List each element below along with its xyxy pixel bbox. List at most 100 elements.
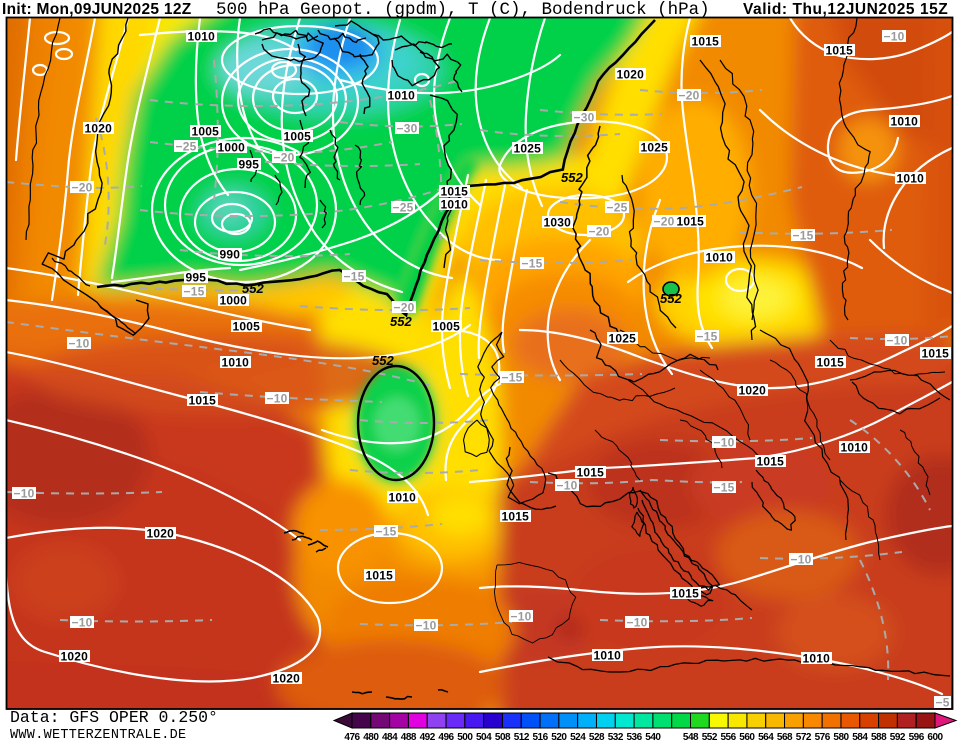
svg-text:1015: 1015 <box>672 587 700 601</box>
svg-text:1015: 1015 <box>817 356 845 370</box>
svg-text:1005: 1005 <box>433 320 461 334</box>
svg-text:552: 552 <box>660 291 682 306</box>
svg-text:592: 592 <box>890 732 906 741</box>
svg-text:600: 600 <box>927 732 943 741</box>
svg-text:1025: 1025 <box>641 141 669 155</box>
svg-text:995: 995 <box>239 158 260 172</box>
svg-text:488: 488 <box>401 732 417 741</box>
svg-text:516: 516 <box>533 732 549 741</box>
svg-text:556: 556 <box>721 732 737 741</box>
svg-text:−20: −20 <box>72 181 93 195</box>
svg-text:990: 990 <box>220 248 241 262</box>
svg-text:584: 584 <box>852 732 868 741</box>
svg-text:−15: −15 <box>184 285 205 299</box>
svg-text:−10: −10 <box>72 616 93 630</box>
svg-text:−20: −20 <box>394 301 415 315</box>
svg-text:1000: 1000 <box>220 294 248 308</box>
svg-text:−10: −10 <box>627 616 648 630</box>
svg-text:536: 536 <box>627 732 643 741</box>
svg-text:WWW.WETTERZENTRALE.DE: WWW.WETTERZENTRALE.DE <box>10 728 186 741</box>
svg-text:564: 564 <box>758 732 774 741</box>
svg-text:−10: −10 <box>791 553 812 567</box>
svg-text:−20: −20 <box>654 215 675 229</box>
svg-text:−10: −10 <box>884 30 905 44</box>
svg-text:496: 496 <box>438 732 454 741</box>
svg-text:596: 596 <box>909 732 925 741</box>
svg-text:508: 508 <box>495 732 511 741</box>
svg-text:548: 548 <box>683 732 699 741</box>
svg-text:1015: 1015 <box>677 215 705 229</box>
svg-text:−10: −10 <box>714 436 735 450</box>
svg-text:1010: 1010 <box>594 649 622 663</box>
svg-text:1020: 1020 <box>61 650 89 664</box>
svg-text:1010: 1010 <box>222 356 250 370</box>
svg-text:1025: 1025 <box>609 332 637 346</box>
svg-text:480: 480 <box>363 732 379 741</box>
svg-text:1015: 1015 <box>189 394 217 408</box>
svg-text:1010: 1010 <box>441 198 469 212</box>
svg-text:−15: −15 <box>697 330 718 344</box>
svg-text:1005: 1005 <box>233 320 261 334</box>
svg-text:Data: GFS OPER 0.250°: Data: GFS OPER 0.250° <box>10 708 218 727</box>
svg-text:500 hPa Geopot. (gpdm), T (C),: 500 hPa Geopot. (gpdm), T (C), Bodendruc… <box>216 0 710 20</box>
svg-text:1010: 1010 <box>891 115 919 129</box>
svg-text:476: 476 <box>344 732 360 741</box>
svg-text:1010: 1010 <box>897 172 925 186</box>
svg-text:1015: 1015 <box>366 569 394 583</box>
svg-text:1030: 1030 <box>544 216 572 230</box>
svg-text:995: 995 <box>186 271 207 285</box>
svg-text:−10: −10 <box>267 392 288 406</box>
svg-text:1015: 1015 <box>826 44 854 58</box>
svg-text:576: 576 <box>815 732 831 741</box>
svg-text:520: 520 <box>551 732 567 741</box>
svg-text:552: 552 <box>561 170 583 185</box>
svg-text:−30: −30 <box>574 111 595 125</box>
svg-text:552: 552 <box>702 732 718 741</box>
svg-text:1010: 1010 <box>803 652 831 666</box>
svg-text:1020: 1020 <box>617 68 645 82</box>
svg-text:1015: 1015 <box>757 455 785 469</box>
svg-text:−10: −10 <box>557 479 578 493</box>
svg-text:−25: −25 <box>176 140 197 154</box>
svg-text:552: 552 <box>242 281 264 296</box>
svg-text:−10: −10 <box>416 619 437 633</box>
svg-text:552: 552 <box>390 314 412 329</box>
svg-text:568: 568 <box>777 732 793 741</box>
svg-text:500: 500 <box>457 732 473 741</box>
svg-text:Valid: Thu,12JUN2025 15Z: Valid: Thu,12JUN2025 15Z <box>743 1 948 18</box>
svg-text:−10: −10 <box>69 337 90 351</box>
svg-text:1005: 1005 <box>284 130 312 144</box>
svg-text:1010: 1010 <box>841 441 869 455</box>
svg-text:1000: 1000 <box>218 141 246 155</box>
svg-text:572: 572 <box>796 732 812 741</box>
svg-text:560: 560 <box>739 732 755 741</box>
svg-text:1015: 1015 <box>502 510 530 524</box>
svg-text:1010: 1010 <box>706 251 734 265</box>
svg-text:504: 504 <box>476 732 492 741</box>
svg-text:−25: −25 <box>607 201 628 215</box>
svg-text:1015: 1015 <box>441 185 469 199</box>
svg-text:528: 528 <box>589 732 605 741</box>
svg-text:−15: −15 <box>502 371 523 385</box>
svg-text:588: 588 <box>871 732 887 741</box>
svg-text:−15: −15 <box>344 270 365 284</box>
svg-text:1010: 1010 <box>389 491 417 505</box>
svg-text:532: 532 <box>608 732 624 741</box>
svg-text:524: 524 <box>570 732 586 741</box>
svg-text:−15: −15 <box>522 257 543 271</box>
svg-text:−25: −25 <box>393 201 414 215</box>
svg-text:Init: Mon,09JUN2025 12Z: Init: Mon,09JUN2025 12Z <box>2 1 192 18</box>
svg-text:−20: −20 <box>589 225 610 239</box>
svg-text:−20: −20 <box>679 89 700 103</box>
svg-text:1020: 1020 <box>273 672 301 686</box>
svg-text:−20: −20 <box>274 151 295 165</box>
svg-text:−10: −10 <box>887 334 908 348</box>
svg-text:1005: 1005 <box>192 125 220 139</box>
svg-text:1020: 1020 <box>739 384 767 398</box>
svg-text:1010: 1010 <box>188 30 216 44</box>
svg-text:−10: −10 <box>511 610 532 624</box>
svg-text:484: 484 <box>382 732 398 741</box>
svg-text:−10: −10 <box>14 487 35 501</box>
svg-text:−15: −15 <box>376 525 397 539</box>
svg-text:1015: 1015 <box>692 35 720 49</box>
